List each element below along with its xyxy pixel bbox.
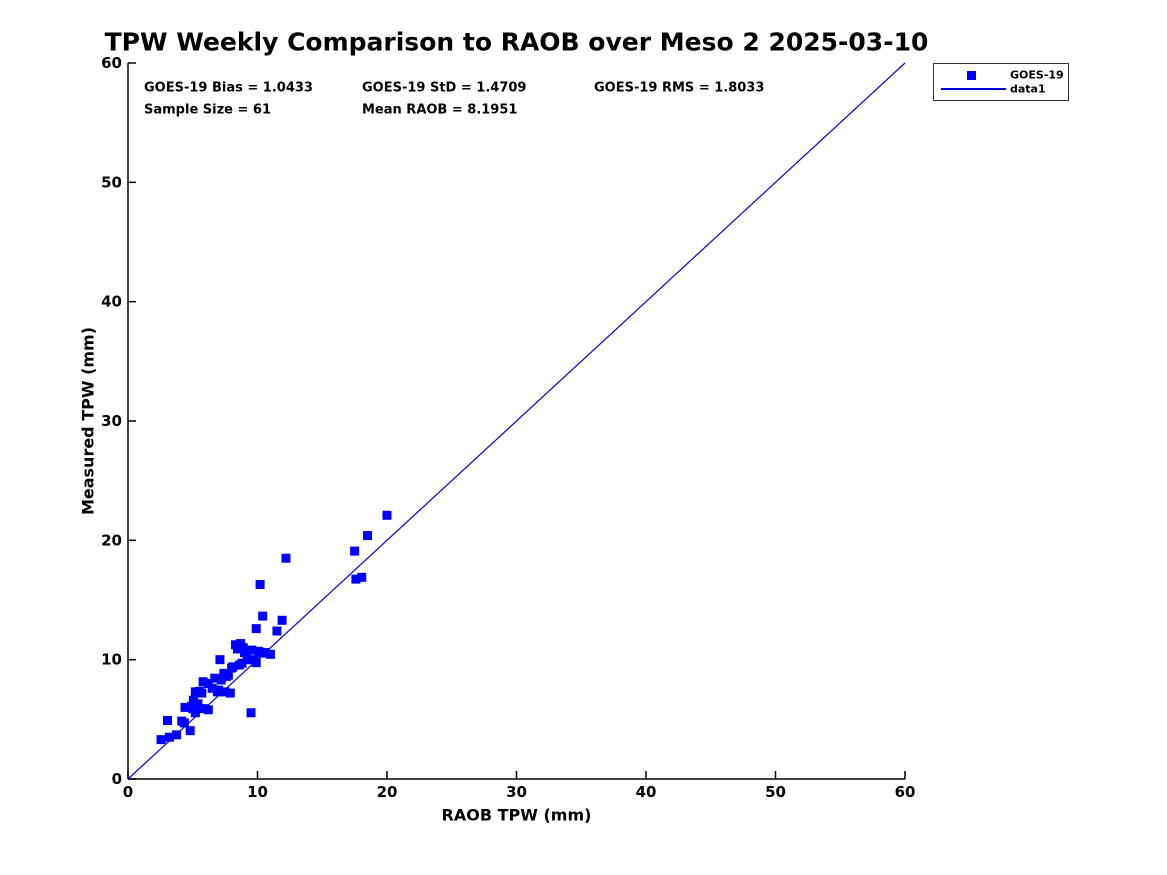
stat-bias: GOES-19 Bias = 1.0433: [144, 80, 313, 96]
data-point: [198, 704, 208, 714]
data-point: [255, 579, 265, 589]
data-point: [277, 615, 287, 625]
y-tick-label: 40: [101, 293, 122, 311]
y-tick-label: 20: [101, 531, 122, 549]
data-point: [258, 611, 268, 621]
data-point: [156, 735, 166, 745]
data-point: [382, 510, 392, 520]
x-tick-label: 40: [636, 783, 657, 801]
y-axis-label: Measured TPW (mm): [78, 326, 98, 516]
y-tick-label: 10: [101, 651, 122, 669]
data-point: [272, 626, 282, 636]
legend-square-marker-icon: [967, 71, 976, 80]
data-point: [207, 683, 217, 693]
x-tick-label: 30: [506, 783, 527, 801]
data-point: [203, 705, 213, 715]
data-point: [223, 670, 233, 680]
legend-label-goes19: GOES-19: [1010, 68, 1064, 82]
data-point: [265, 649, 275, 659]
identity-line: [127, 62, 906, 780]
stat-mean-raob: Mean RAOB = 8.1951: [362, 102, 518, 118]
data-point: [350, 546, 360, 556]
data-point: [216, 675, 226, 685]
x-axis-label: RAOB TPW (mm): [441, 805, 592, 825]
chart-title: TPW Weekly Comparison to RAOB over Meso …: [104, 27, 929, 57]
stat-sample-size: Sample Size = 61: [144, 102, 272, 118]
x-tick-label: 20: [377, 783, 398, 801]
data-point: [251, 658, 261, 668]
data-point: [251, 624, 261, 634]
data-point: [237, 658, 247, 668]
data-point: [242, 655, 252, 665]
data-point: [162, 716, 172, 726]
data-point: [214, 685, 224, 695]
data-point: [351, 574, 361, 584]
data-point: [215, 655, 225, 665]
legend-line-icon: [941, 88, 1006, 90]
data-point: [225, 688, 235, 698]
data-point: [247, 645, 257, 655]
data-point: [241, 646, 251, 656]
data-point: [220, 687, 230, 697]
legend: GOES-19 data1: [933, 63, 1069, 101]
x-tick-label: 10: [247, 783, 268, 801]
stat-rms: GOES-19 RMS = 1.8033: [594, 80, 765, 96]
data-point: [198, 677, 208, 687]
x-tick-label: 50: [765, 783, 786, 801]
data-point: [179, 718, 189, 728]
data-point: [357, 572, 367, 582]
y-tick-label: 30: [101, 412, 122, 430]
x-tick-label: 0: [123, 783, 133, 801]
legend-label-data1: data1: [1010, 82, 1046, 96]
data-point: [246, 708, 256, 718]
data-point: [197, 688, 207, 698]
data-point: [281, 553, 291, 563]
y-tick-label: 50: [101, 173, 122, 191]
stat-std: GOES-19 StD = 1.4709: [362, 80, 527, 96]
data-point: [164, 732, 174, 742]
data-point: [180, 702, 190, 712]
y-tick-label: 60: [101, 54, 122, 72]
data-point: [363, 531, 373, 541]
x-tick-label: 60: [895, 783, 916, 801]
data-point: [193, 699, 203, 709]
y-tick-label: 0: [112, 770, 122, 788]
data-point: [228, 662, 238, 672]
data-point: [188, 695, 198, 705]
data-point: [203, 679, 213, 689]
data-point: [232, 644, 242, 654]
data-point: [210, 673, 220, 683]
data-point: [185, 726, 195, 736]
data-point: [190, 708, 200, 718]
